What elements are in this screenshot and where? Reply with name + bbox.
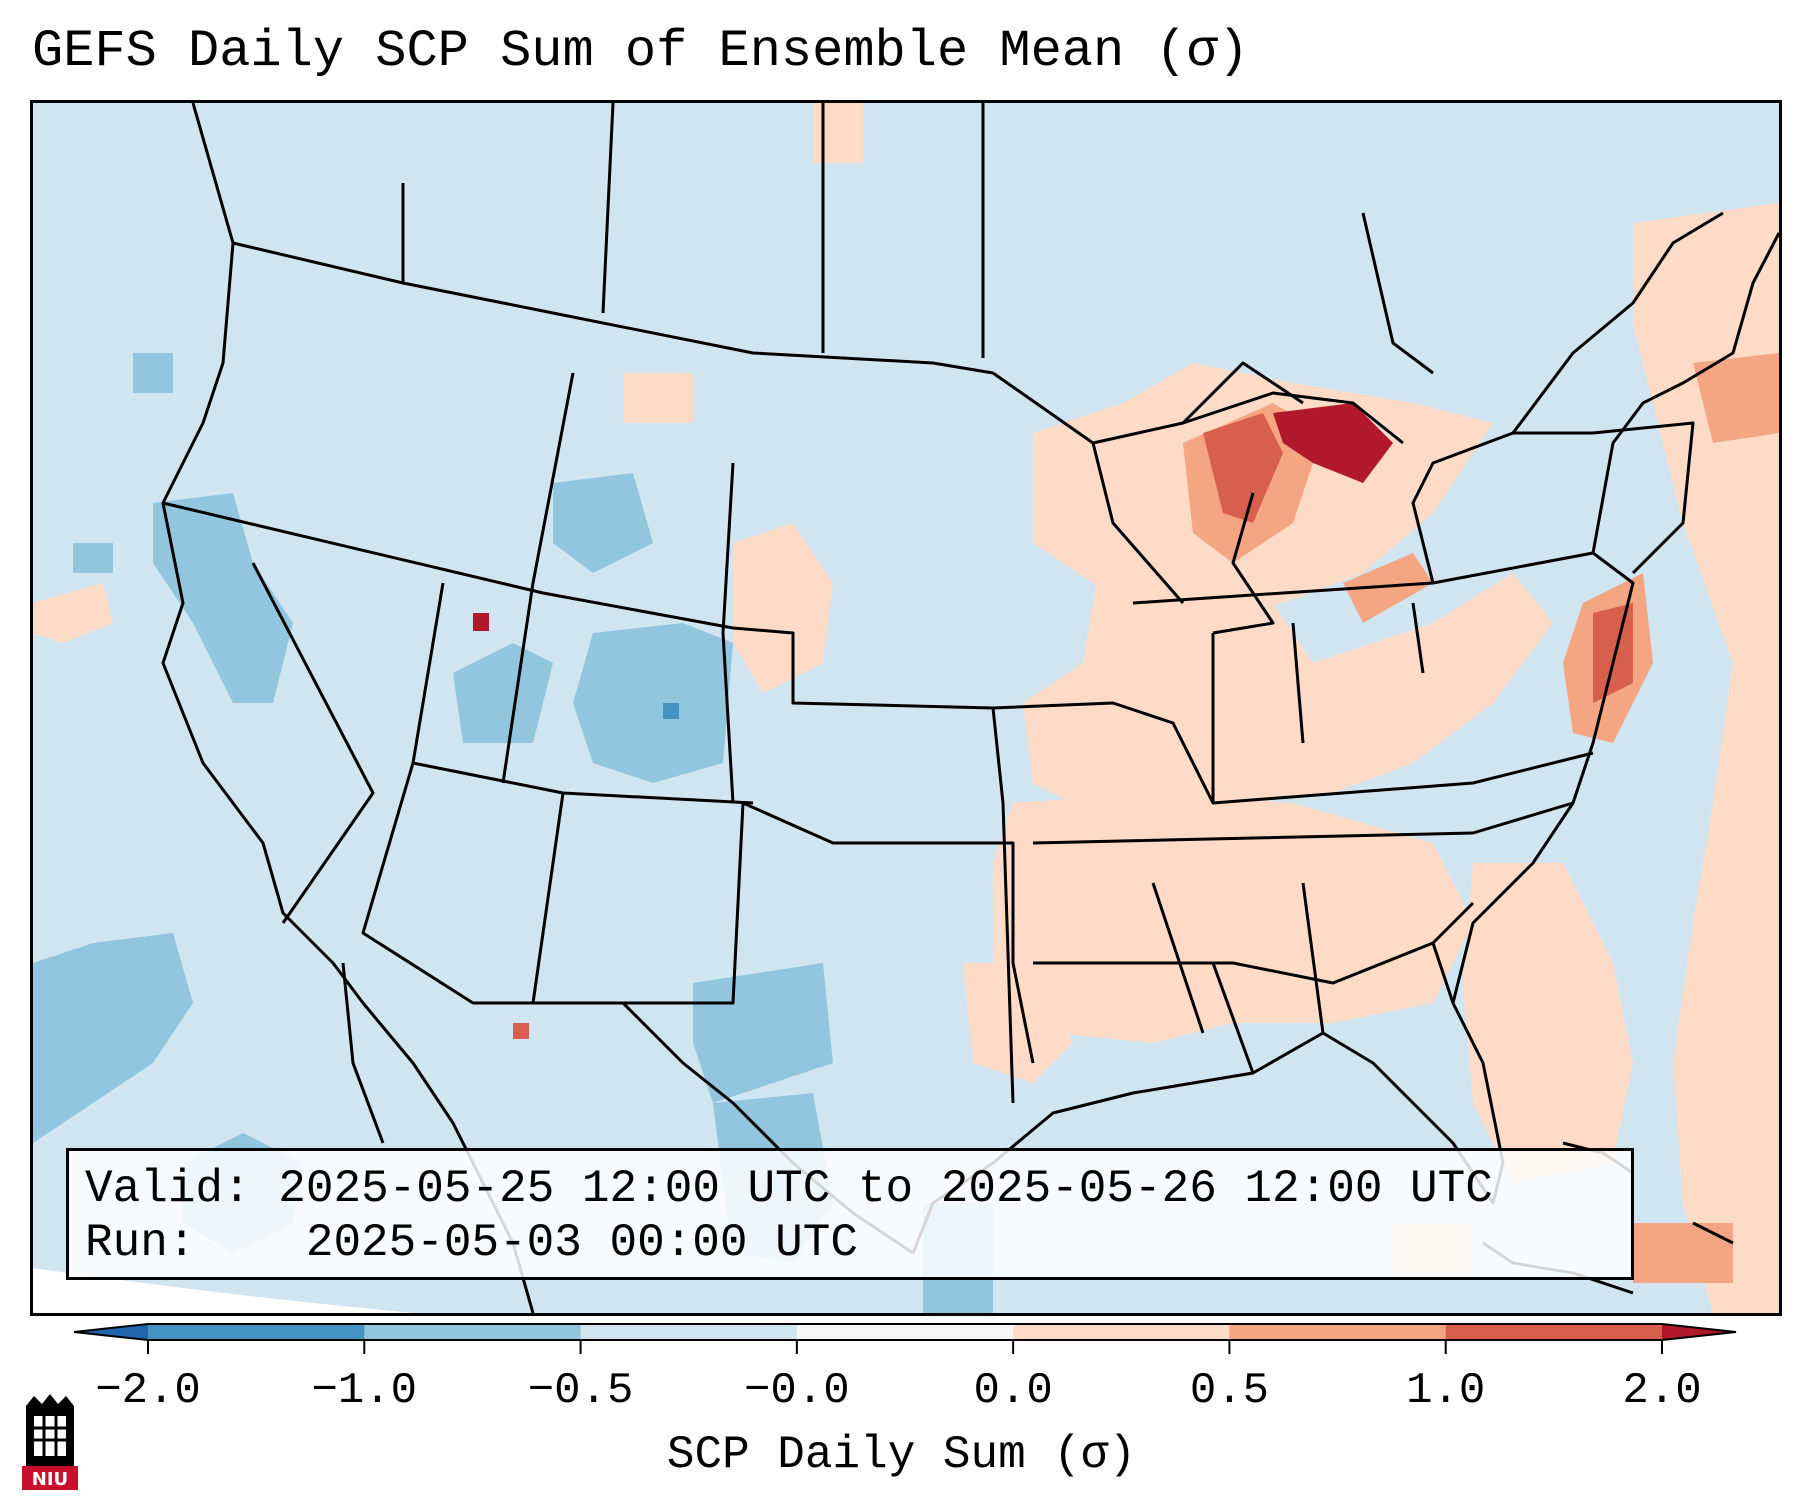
colorbar-tick-label: −2.0 — [95, 1366, 201, 1416]
colorbar-bin — [580, 1324, 798, 1340]
colorbar-under-arrow — [74, 1324, 148, 1340]
valid-value: 2025-05-25 12:00 UTC to 2025-05-26 12:00… — [278, 1163, 1493, 1215]
colorbar-tick-label: 0.0 — [973, 1366, 1053, 1416]
colorbar-tick-label: −1.0 — [311, 1366, 418, 1416]
colorbar-tick-label: 1.0 — [1406, 1366, 1486, 1416]
run-value: 2025-05-03 00:00 UTC — [305, 1217, 858, 1269]
state-borders — [161, 103, 1779, 1313]
run-label: Run: — [85, 1217, 196, 1269]
niu-logo-icon: NIU — [22, 1394, 78, 1490]
colorbar-tick-label: 2.0 — [1622, 1366, 1702, 1416]
valid-label: Valid: — [85, 1163, 251, 1215]
colorbar-tick-label: −0.0 — [744, 1366, 850, 1416]
anomaly-under-range — [663, 703, 679, 719]
colorbar-bin — [1445, 1324, 1663, 1340]
anomaly-over-range — [473, 403, 1393, 631]
valid-time-box: Valid: 2025-05-25 12:00 UTC to 2025-05-2… — [66, 1148, 1634, 1280]
logo-text: NIU — [32, 1469, 68, 1490]
map-panel[interactable] — [30, 100, 1782, 1316]
colorbar-bin — [1229, 1324, 1447, 1340]
colorbar-tick-label: −0.5 — [527, 1366, 634, 1416]
colorbar-bin — [796, 1324, 1014, 1340]
colorbar-bin — [1013, 1324, 1230, 1340]
colorbar-outline — [73, 1323, 1737, 1341]
colorbar-bin — [364, 1324, 582, 1340]
page-title: GEFS Daily SCP Sum of Ensemble Mean (σ) — [32, 22, 1249, 81]
valid-row: Valid: 2025-05-25 12:00 UTC to 2025-05-2… — [85, 1163, 1493, 1215]
map-canvas — [33, 103, 1779, 1313]
run-row: Run: 2025-05-03 00:00 UTC — [85, 1217, 858, 1269]
colorbar-tick-label: 0.5 — [1189, 1366, 1270, 1416]
colorbar-label: SCP Daily Sum (σ) — [666, 1429, 1137, 1481]
colorbar-bin — [148, 1324, 365, 1340]
colorbar-over-arrow — [1662, 1324, 1736, 1340]
